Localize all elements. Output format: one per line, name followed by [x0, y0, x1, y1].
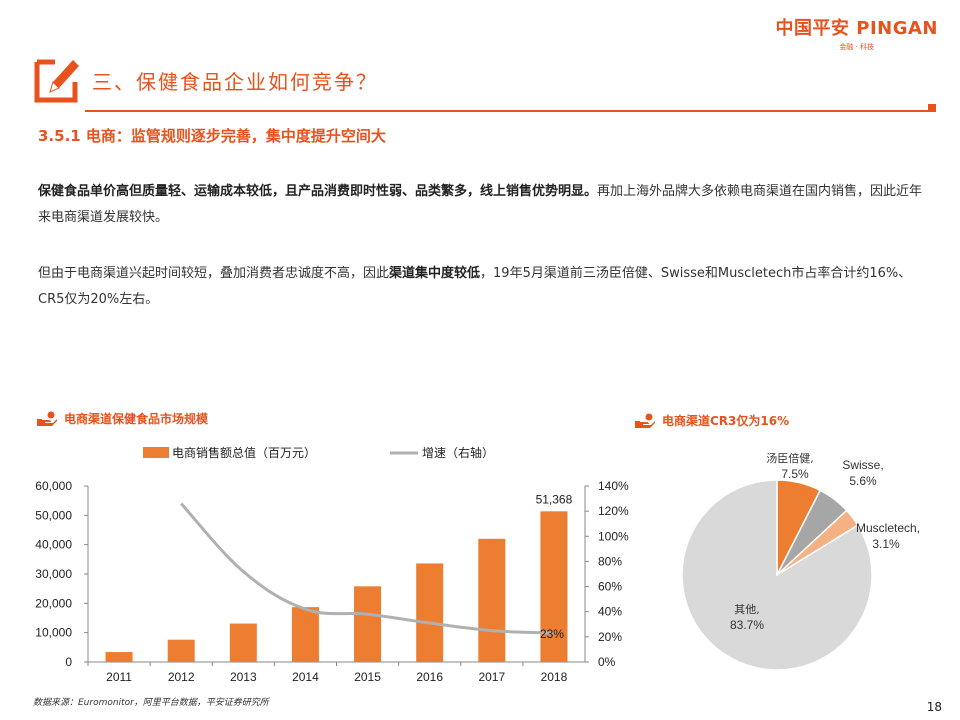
hand-coin-icon [37, 411, 57, 426]
left-tick-label: 60,000 [35, 479, 72, 493]
x-tick-label: 2012 [168, 670, 195, 684]
left-tick-label: 50,000 [35, 508, 72, 522]
bar-2014 [291, 607, 319, 662]
pie-label-pct: 5.6% [849, 474, 877, 488]
legend-line-label: 增速（右轴） [422, 445, 494, 460]
logo-tagline: 金融 · 科技 [839, 43, 874, 51]
x-tick-label: 2016 [416, 670, 443, 684]
left-tick-label: 30,000 [35, 567, 72, 581]
bar-2016 [416, 563, 444, 662]
page-number: 18 [926, 700, 942, 714]
paragraph-1-rest: 再加上海外品牌大多依赖电商渠道在国内销售，因此近年来电商渠道发展较快。 [38, 184, 923, 225]
x-tick-label: 2017 [478, 670, 505, 684]
title-divider-end [928, 104, 936, 112]
section-title: 三、保健食品企业如何竞争？ [92, 70, 378, 94]
x-tick-label: 2018 [541, 670, 568, 684]
bar-2012 [167, 639, 195, 662]
right-chart-heading: 电商渠道CR3仅为16% [634, 412, 789, 429]
right-tick-label: 140% [598, 479, 629, 493]
pie-label-pct: 83.7% [730, 618, 764, 632]
paragraph-2-bold: 渠道集中度较低 [389, 266, 481, 281]
paragraph-2-part1: 但由于电商渠道兴起时间较短，叠加消费者忠诚度不高，因此 [38, 266, 390, 281]
pie-label-pct: 7.5% [781, 467, 809, 481]
left-tick-label: 20,000 [35, 596, 72, 610]
pie-label-name: Muscletech, [856, 521, 920, 535]
pie-label-name: 其他, [734, 603, 760, 616]
paragraph-1: 保健食品单价高但质量轻、运输成本较低，且产品消费即时性弱、品类繁多，线上销售优势… [38, 179, 928, 231]
growth-value-label: 23% [540, 627, 564, 641]
right-tick-label: 80% [598, 554, 622, 568]
growth-rate-line [180, 502, 554, 635]
right-tick-label: 100% [598, 529, 629, 543]
bar-2015 [354, 586, 382, 662]
bar-2017 [478, 538, 506, 662]
paragraph-1-bold: 保健食品单价高但质量轻、运输成本较低，且产品消费即时性弱、品类繁多，线上销售优势… [38, 184, 598, 199]
market-size-chart: 电商销售额总值（百万元） 增速（右轴） 0 10,000 20,000 30,000 40,… [35, 445, 629, 684]
x-tick-label: 2015 [354, 670, 381, 684]
left-tick-label: 40,000 [35, 538, 72, 552]
data-source: 数据来源：Euromonitor，阿里平台数据，平安证券研究所 [33, 698, 269, 708]
title-divider [85, 110, 936, 112]
right-chart-heading-text: 电商渠道CR3仅为16% [662, 414, 790, 428]
bar-value-label: 51,368 [536, 492, 573, 506]
pie-label-pct: 3.1% [872, 537, 900, 551]
slice-other [681, 479, 873, 671]
x-tick-label: 2011 [106, 670, 132, 684]
right-tick-label: 60% [598, 580, 622, 594]
right-tick-label: 0% [598, 655, 616, 669]
subheading: 3.5.1 电商：监管规则逐步完善，集中度提升空间大 [38, 127, 386, 145]
pie-label-name: 汤臣倍健, [766, 451, 814, 465]
cr3-pie-chart: 汤臣倍健, 7.5% Swisse, 5.6% Muscletech, 3.1% 其他, 83… [681, 451, 920, 671]
left-tick-label: 0 [65, 655, 72, 669]
right-tick-label: 120% [598, 504, 629, 518]
x-tick-label: 2014 [292, 670, 319, 684]
left-tick-label: 10,000 [35, 626, 72, 640]
hand-coin-icon [635, 413, 655, 428]
bar-2018 [540, 511, 568, 662]
pencil-frame-icon [34, 59, 79, 103]
pingan-logo: 中国平安 PINGAN 金融 · 科技 [738, 14, 938, 52]
left-chart-heading: 电商渠道保健食品市场规模 [36, 410, 208, 427]
logo-text: 中国平安 PINGAN [775, 18, 938, 39]
pie-label-name: Swisse, [842, 458, 883, 472]
bar-2013 [229, 623, 257, 662]
paragraph-2-part2: ，19年5月渠道前三汤臣倍健、Swisse和Muscletech市占率合计约16… [38, 266, 912, 307]
legend-bar-label: 电商销售额总值（百万元） [172, 445, 316, 460]
legend-bar-swatch [143, 447, 169, 458]
paragraph-2: 但由于电商渠道兴起时间较短，叠加消费者忠诚度不高，因此渠道集中度较低，19年5月… [38, 261, 928, 313]
x-tick-label: 2013 [230, 670, 257, 684]
bar-2011 [105, 652, 133, 662]
left-chart-heading-text: 电商渠道保健食品市场规模 [64, 412, 209, 426]
right-tick-label: 40% [598, 605, 622, 619]
right-tick-label: 20% [598, 630, 622, 644]
